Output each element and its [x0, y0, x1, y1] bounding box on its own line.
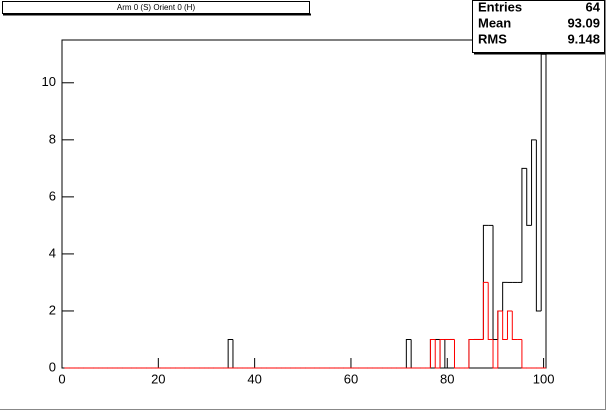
histogram-bin — [227, 338, 233, 368]
x-tick-label: 20 — [151, 371, 165, 386]
y-tick-label: 10 — [42, 74, 56, 89]
histogram-bin — [492, 225, 498, 340]
histogram-bin — [429, 338, 436, 368]
stats-value: 93.09 — [567, 15, 600, 30]
y-tick-label: 2 — [49, 302, 56, 317]
histogram-bin — [521, 167, 527, 283]
histogram-bin — [492, 339, 498, 369]
chart-title: Arm 0 (S) Orient 0 (H) — [117, 3, 196, 12]
y-tick-label: 0 — [49, 359, 56, 374]
histogram-bin — [497, 310, 503, 368]
y-tick-label: 6 — [49, 188, 56, 203]
stats-label: Mean — [478, 15, 511, 30]
histogram-bin — [439, 338, 445, 368]
x-tick-label: 80 — [440, 371, 454, 386]
stats-label: Entries — [478, 0, 522, 14]
histogram-bin — [487, 282, 494, 340]
histogram-bin — [434, 339, 441, 369]
histogram-bin — [535, 139, 542, 312]
histogram-bin — [482, 281, 489, 340]
histogram-bin — [502, 281, 508, 311]
histogram-bin — [405, 338, 412, 368]
y-tick-label: 4 — [49, 245, 56, 260]
x-tick-label: 100 — [533, 371, 555, 386]
histogram-bin — [531, 139, 537, 226]
histogram-bin — [526, 168, 532, 226]
x-tick-label: 40 — [247, 371, 261, 386]
histogram-bin — [521, 339, 527, 369]
stats-value: 9.148 — [567, 31, 600, 46]
x-tick-label: 0 — [58, 371, 65, 386]
stats-label: RMS — [478, 31, 507, 46]
histogram-bin — [511, 310, 518, 340]
histogram-bin — [502, 310, 508, 340]
histogram-bin — [506, 310, 513, 340]
histogram-bin — [453, 339, 460, 369]
histogram-bin — [468, 338, 474, 368]
x-tick-label: 60 — [344, 371, 358, 386]
stats-box — [472, 0, 605, 53]
stats-value: 64 — [586, 0, 601, 14]
y-tick-label: 8 — [49, 131, 56, 146]
